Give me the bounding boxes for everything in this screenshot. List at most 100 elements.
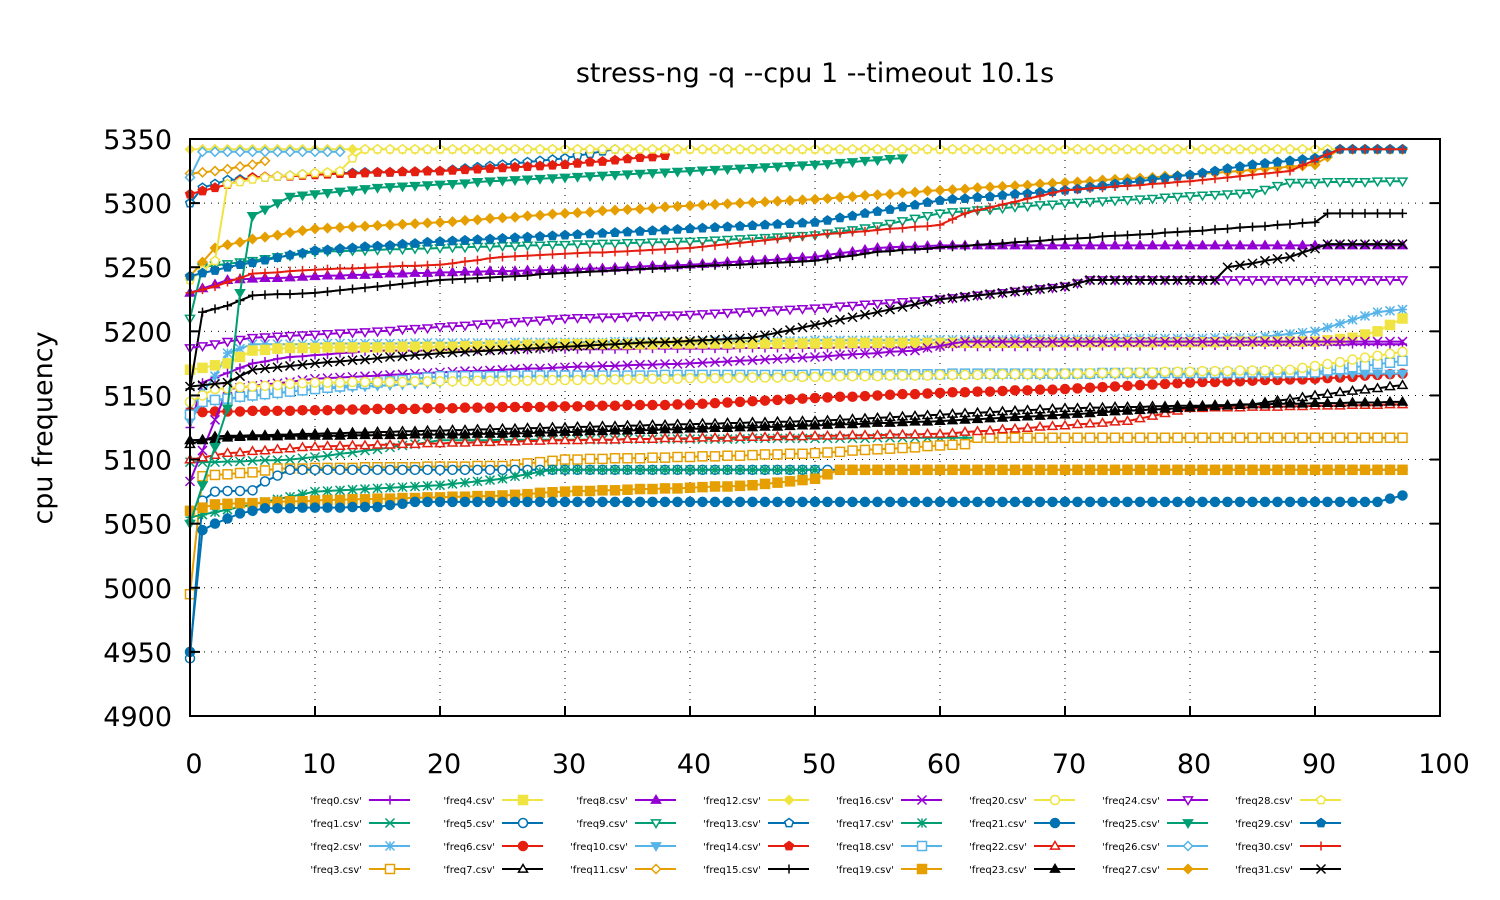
plus-marker	[460, 274, 470, 284]
x-marker	[647, 337, 658, 348]
box-marker	[297, 342, 308, 354]
legend-label: 'freq25.csv'	[1102, 819, 1160, 830]
diamond-marker	[371, 219, 384, 232]
plus-marker	[823, 254, 832, 264]
x-marker	[684, 358, 696, 369]
x-marker	[472, 346, 483, 357]
legend-entry: 'freq13.csv'	[703, 817, 809, 830]
pentagon-marker	[709, 222, 721, 232]
diamond-marker	[259, 146, 271, 158]
inverted-triangle-marker	[809, 160, 821, 171]
pentagon-marker	[934, 195, 946, 205]
box-marker	[259, 344, 271, 356]
circle-marker	[247, 485, 258, 496]
circle-marker	[397, 498, 408, 510]
plus-marker	[1148, 229, 1157, 239]
x-marker	[659, 358, 671, 370]
plus-marker	[473, 273, 482, 283]
star-marker	[797, 464, 808, 475]
circle-marker	[584, 400, 596, 411]
box-marker	[1197, 432, 1208, 444]
box-marker	[222, 498, 233, 510]
circle-marker	[272, 503, 283, 514]
inverted-triangle-marker	[559, 173, 571, 184]
pentagon-marker	[447, 235, 458, 246]
x-marker	[547, 342, 558, 353]
pentagon-marker	[1247, 159, 1258, 170]
triangle-marker	[696, 422, 709, 433]
x-marker	[347, 447, 358, 458]
inverted-triangle-marker	[1071, 198, 1084, 209]
circle-marker	[972, 496, 983, 508]
inverted-triangle-marker	[671, 167, 684, 178]
circle-marker	[422, 464, 433, 476]
circle-marker	[1172, 496, 1183, 508]
circle-marker	[984, 369, 996, 380]
triangle-marker	[946, 414, 959, 425]
pentagon-marker	[859, 207, 871, 218]
x-tick-label: 70	[1052, 749, 1086, 780]
star-marker	[734, 464, 746, 475]
series-line	[189, 468, 1403, 512]
plus-marker	[723, 260, 732, 270]
x-marker	[1184, 336, 1196, 347]
triangle-marker	[1259, 239, 1271, 250]
circle-marker	[509, 375, 521, 386]
triangle-marker	[1384, 395, 1396, 406]
inverted-triangle-marker	[371, 183, 384, 194]
inverted-triangle-marker	[571, 313, 584, 324]
x-marker	[747, 332, 758, 343]
plus-marker	[448, 258, 457, 268]
plus-marker	[760, 258, 770, 268]
pentagon-marker	[197, 185, 208, 196]
diamond-marker	[359, 220, 371, 232]
plus-marker	[1148, 179, 1157, 189]
x-marker	[734, 333, 746, 344]
triangle-marker	[1321, 397, 1334, 408]
x-marker	[1084, 336, 1096, 347]
inverted-triangle-marker	[1334, 276, 1346, 287]
series-4	[184, 313, 1408, 376]
pentagon-marker	[384, 166, 396, 177]
plus-marker	[1135, 230, 1145, 240]
pentagon-marker	[534, 231, 546, 241]
x-tick-label: 50	[802, 749, 836, 780]
triangle-marker	[421, 428, 434, 439]
plus-marker	[1285, 166, 1295, 176]
box-marker	[759, 478, 771, 490]
inverted-triangle-marker	[271, 199, 284, 210]
pentagon-marker	[259, 172, 271, 182]
star-marker	[1359, 310, 1371, 321]
box-marker	[222, 469, 233, 480]
x-tick-label: 100	[1418, 749, 1470, 780]
circle-marker	[1059, 496, 1071, 508]
plus-marker	[385, 280, 395, 290]
x-marker	[609, 339, 621, 350]
triangle-marker	[1171, 239, 1184, 250]
triangle-marker	[246, 445, 259, 456]
plus-marker	[1160, 178, 1170, 188]
circle-marker	[784, 371, 796, 383]
circle-marker	[297, 378, 308, 389]
plus-marker	[523, 271, 532, 281]
triangle-marker	[1084, 407, 1096, 418]
legend-entry: 'freq1.csv'	[310, 817, 410, 830]
diamond-marker	[621, 203, 634, 216]
circle-marker	[322, 404, 333, 416]
diamond-marker	[634, 203, 646, 215]
pentagon-marker	[322, 166, 333, 177]
circle-marker	[1109, 381, 1121, 392]
triangle-marker	[734, 431, 746, 442]
circle-marker	[959, 386, 971, 398]
circle-marker	[384, 499, 396, 511]
x-marker	[947, 338, 958, 349]
legend-entry: 'freq23.csv'	[969, 863, 1075, 876]
legend-label: 'freq13.csv'	[703, 819, 761, 830]
pentagon-marker	[534, 160, 546, 171]
circle-marker	[822, 371, 833, 383]
circle-marker	[297, 464, 308, 476]
triangle-marker	[671, 423, 684, 434]
circle-marker	[309, 502, 321, 513]
plus-marker	[598, 247, 607, 257]
x-marker	[484, 345, 496, 356]
